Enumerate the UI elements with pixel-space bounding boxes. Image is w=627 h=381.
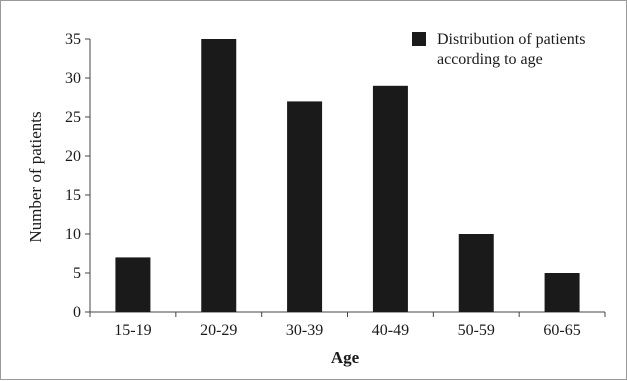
legend-label-line-2: according to age — [437, 51, 543, 68]
y-tick-label: 10 — [65, 226, 81, 243]
legend-swatch — [412, 32, 426, 46]
legend-label-line-1: Distribution of patients — [437, 31, 585, 48]
bar-30-39 — [287, 101, 323, 313]
x-tick-label: 40-49 — [372, 322, 409, 339]
x-axis-title: Age — [331, 348, 360, 367]
x-tick-label: 20-29 — [200, 322, 237, 339]
y-tick-label: 5 — [73, 265, 81, 282]
x-tick-label: 60-65 — [543, 322, 580, 339]
y-tick-label: 15 — [65, 187, 81, 204]
y-tick-label: 30 — [65, 70, 81, 87]
bar-60-65 — [544, 273, 580, 312]
bar-40-49 — [372, 85, 408, 312]
x-tick-label: 50-59 — [458, 322, 495, 339]
y-tick-label: 20 — [65, 148, 81, 165]
bar-20-29 — [201, 39, 237, 312]
y-tick-label: 25 — [65, 109, 81, 126]
legend: Distribution of patients according to ag… — [412, 31, 585, 68]
x-tick-label: 30-39 — [286, 322, 323, 339]
x-tick-label: 15-19 — [114, 322, 151, 339]
bar-50-59 — [458, 234, 494, 312]
y-tick-label: 0 — [73, 304, 81, 321]
y-tick-label: 35 — [65, 31, 81, 48]
y-axis-title: Number of patients — [26, 111, 45, 242]
bar-15-19 — [115, 257, 151, 312]
